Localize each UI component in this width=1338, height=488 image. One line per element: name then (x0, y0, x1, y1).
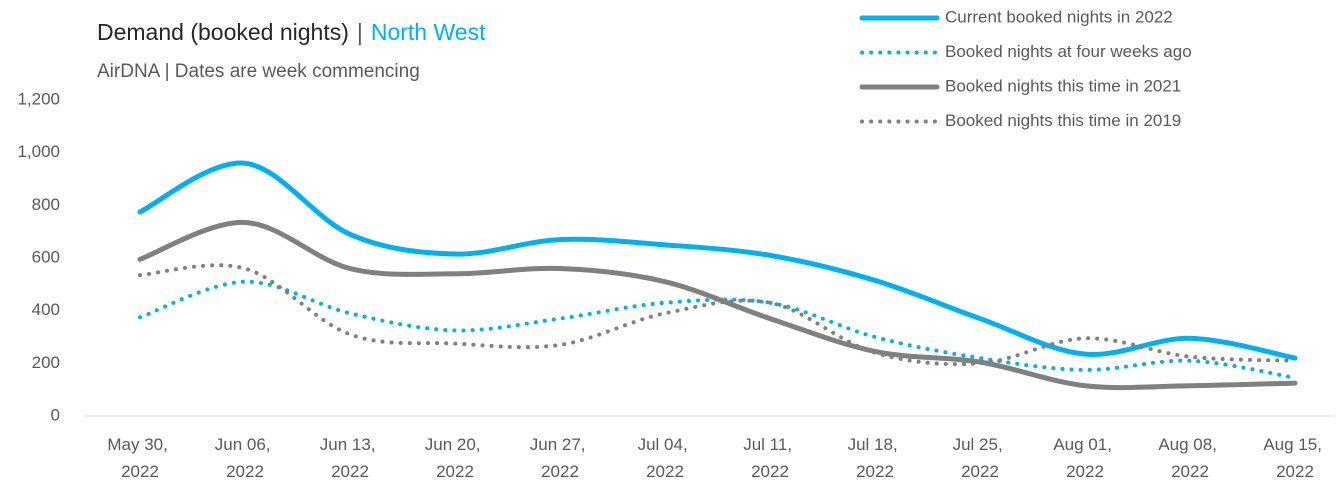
x-tick-line: 2022 (1171, 462, 1209, 481)
x-tick-line: 2022 (961, 462, 999, 481)
x-tick-label: Jun 06, 2022 (215, 435, 276, 481)
title-highlight: North West (371, 19, 486, 45)
series-line (137, 160, 1298, 361)
x-tick-line: Jun 06, (215, 435, 276, 454)
x-tick-line: 2022 (436, 462, 474, 481)
x-tick-line: 2022 (751, 462, 789, 481)
x-tick-label: May 30, 2022 (107, 435, 172, 481)
x-tick-label: Aug 15, 2022 (1263, 435, 1326, 481)
y-tick-label: 1,200 (17, 89, 60, 108)
y-tick-label: 800 (32, 195, 60, 214)
x-tick-label: Aug 01, 2022 (1053, 435, 1116, 481)
title-separator: | (357, 19, 363, 45)
x-tick-line: Aug 01, (1053, 435, 1116, 454)
x-tick-line: 2022 (226, 462, 264, 481)
legend-label: Booked nights this time in 2021 (945, 76, 1181, 95)
x-tick-label: Aug 08, 2022 (1158, 435, 1221, 481)
y-tick-label: 0 (51, 405, 60, 424)
x-tick-line: 2022 (121, 462, 159, 481)
x-tick-line: Jul 18, (848, 435, 903, 454)
x-tick-line: Jul 25, (953, 435, 1008, 454)
x-tick-line: Aug 15, (1263, 435, 1326, 454)
chart-title: Demand (booked nights) | North West (97, 19, 486, 45)
series-line (137, 219, 1298, 391)
x-tick-line: 2022 (856, 462, 894, 481)
x-tick-line: Jun 27, (530, 435, 591, 454)
y-tick-label: 200 (32, 353, 60, 372)
x-tick-label: Jul 11, 2022 (743, 435, 797, 481)
x-tick-line: 2022 (646, 462, 684, 481)
x-tick-label: Jun 13, 2022 (320, 435, 381, 481)
x-tick-label: Jul 04, 2022 (638, 435, 693, 481)
y-tick-label: 600 (32, 247, 60, 266)
x-tick-label: Jun 20, 2022 (425, 435, 486, 481)
x-tick-line: Jun 20, (425, 435, 486, 454)
legend-label: Current booked nights in 2022 (945, 7, 1173, 26)
x-tick-line: 2022 (1276, 462, 1314, 481)
x-tick-line: May 30, (107, 435, 172, 454)
title-main: Demand (booked nights) (97, 19, 349, 45)
series-line (138, 263, 1297, 367)
x-tick-label: Jul 18, 2022 (848, 435, 903, 481)
x-tick-line: 2022 (541, 462, 579, 481)
x-tick-label: Jun 27, 2022 (530, 435, 591, 481)
x-tick-label: Jul 25, 2022 (953, 435, 1008, 481)
y-tick-label: 400 (32, 300, 60, 319)
x-tick-line: Jul 11, (743, 435, 797, 454)
x-tick-line: 2022 (1066, 462, 1104, 481)
chart-subtitle: AirDNA | Dates are week commencing (97, 61, 420, 82)
x-tick-line: 2022 (331, 462, 369, 481)
x-tick-line: Jun 13, (320, 435, 381, 454)
x-tick-line: Aug 08, (1158, 435, 1221, 454)
legend-label: Booked nights at four weeks ago (945, 42, 1192, 61)
series-line (138, 279, 1297, 380)
x-tick-line: Jul 04, (638, 435, 693, 454)
legend-label: Booked nights this time in 2019 (945, 111, 1181, 130)
y-tick-label: 1,000 (17, 142, 60, 161)
